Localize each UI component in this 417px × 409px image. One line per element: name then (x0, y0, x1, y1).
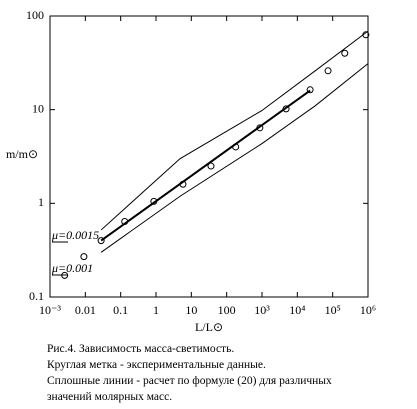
x-tick-label: 1 (153, 303, 159, 317)
line (100, 30, 369, 231)
y-tick-label: 0.1 (29, 289, 44, 303)
data-point (306, 86, 314, 94)
y-tick-label: 10 (32, 101, 44, 115)
data-point (97, 237, 105, 245)
data-point (341, 49, 349, 57)
caption: Рис.4. Зависимость масса-светимость. (47, 343, 234, 355)
x-tick-label: 0.01 (75, 303, 96, 317)
x-tick-label: 10³ (254, 303, 270, 317)
x-tick-label: 10 (185, 303, 197, 317)
x-tick-label: 100 (218, 303, 236, 317)
plot-frame (49, 15, 369, 298)
x-tick-label: 0.1 (113, 303, 128, 317)
x-tick-label: 10⁻³ (39, 303, 61, 317)
caption: значений молярных масс. (47, 391, 172, 403)
x-tick-label: 10⁶ (360, 303, 376, 317)
y-tick-label: 1 (38, 195, 44, 209)
line (100, 63, 369, 253)
line (100, 89, 311, 242)
x-tick-label: 10⁵ (325, 303, 341, 317)
y-axis-label: m/m⊙ (6, 147, 38, 161)
data-point (80, 253, 88, 261)
caption: Сплошные линии - расчет по формуле (20) … (47, 375, 332, 387)
caption: Круглая метка - экспериментальные данные… (47, 359, 266, 371)
y-tick-label: 100 (26, 8, 44, 22)
data-point (61, 271, 69, 279)
data-point (207, 162, 215, 170)
annotation: μ=0.001 (51, 261, 93, 275)
x-tick-label: 10⁴ (289, 303, 305, 317)
data-point (324, 67, 332, 75)
x-axis-label: L/L⊙ (195, 320, 223, 334)
annotation: μ=0.0015 (51, 228, 99, 242)
